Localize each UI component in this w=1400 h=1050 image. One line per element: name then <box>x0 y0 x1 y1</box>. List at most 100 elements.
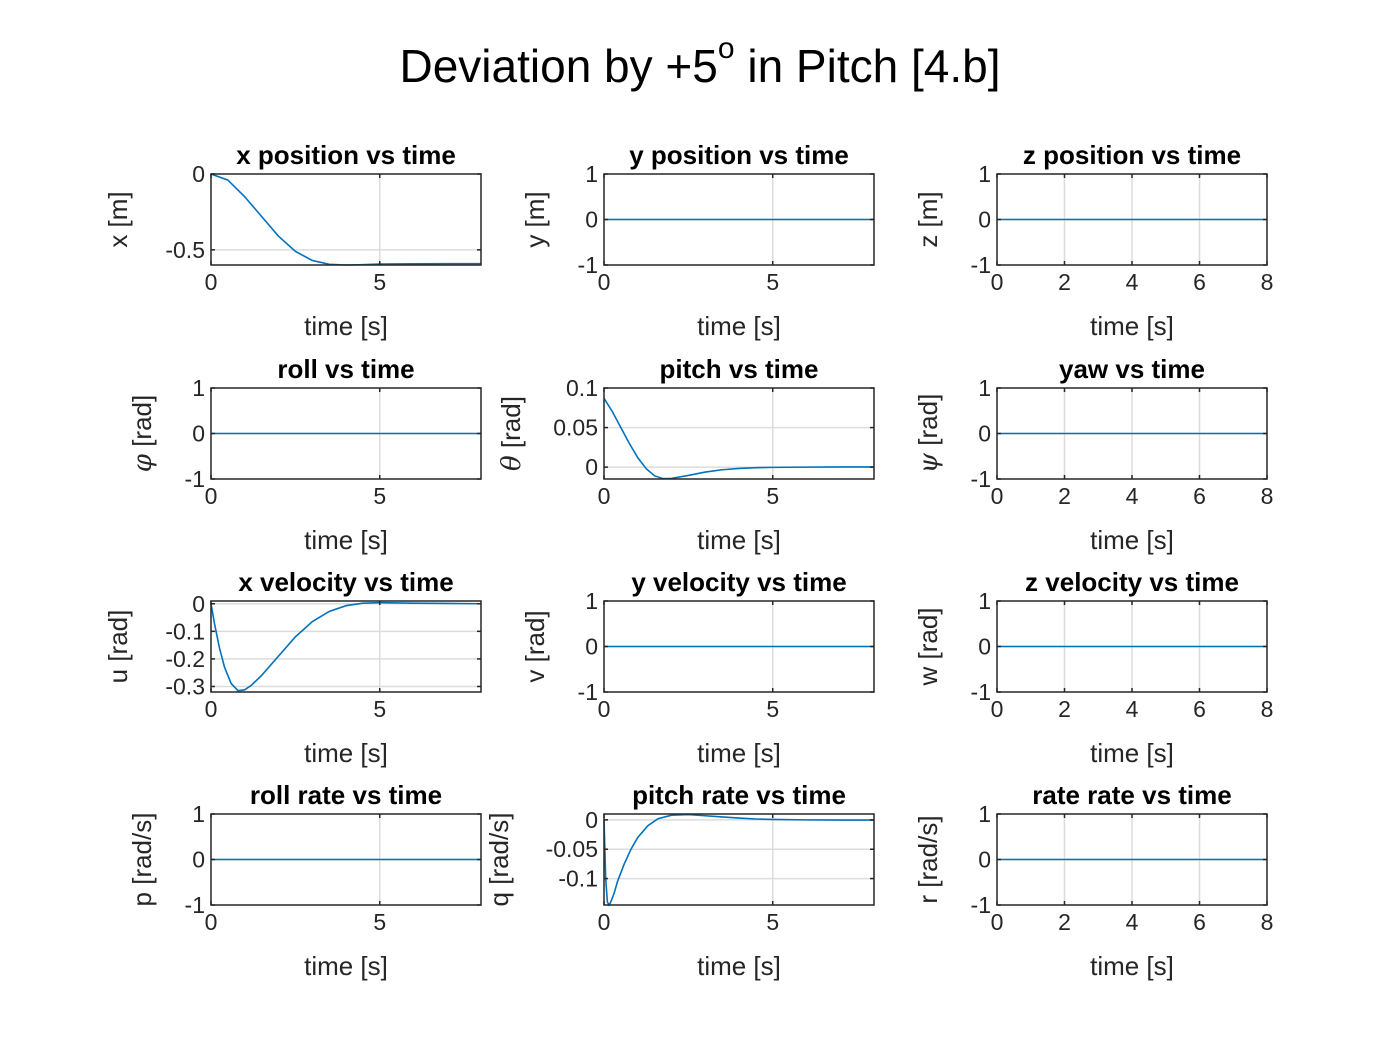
y-tick-label: -1 <box>971 679 991 705</box>
x-tick-label: 4 <box>1126 483 1139 509</box>
y-axis-label-text: [rad] <box>496 396 526 455</box>
y-axis-label-text: w [rad] <box>913 607 943 686</box>
subplot-title: y velocity vs time <box>631 567 846 597</box>
y-axis-label: q [rad/s] <box>484 813 514 907</box>
x-axis-label: time [s] <box>1090 951 1174 981</box>
x-tick-label: 0 <box>991 483 1004 509</box>
y-tick-label: 0 <box>585 207 598 233</box>
x-axis-label: time [s] <box>697 525 781 555</box>
subplot-11: 0 5 -0.1 -0.05 0 pitch rate vs time time [s] q … <box>484 780 875 981</box>
y-tick-label: 1 <box>978 588 991 614</box>
series-line <box>210 173 481 266</box>
series-line <box>603 813 874 907</box>
y-tick-label: 1 <box>192 375 205 401</box>
y-axis-label: p [rad/s] <box>127 813 157 907</box>
y-tick-label: -0.2 <box>165 646 205 672</box>
y-axis-label-text: [rad] <box>127 395 157 454</box>
y-tick-label: 1 <box>978 375 991 401</box>
x-tick-label: 8 <box>1261 696 1274 722</box>
x-tick-label: 0 <box>205 696 218 722</box>
x-tick-label: 8 <box>1261 483 1274 509</box>
y-axis-label: r [rad/s] <box>913 815 943 903</box>
y-tick-label: 1 <box>192 801 205 827</box>
y-tick-label: -0.1 <box>165 618 205 644</box>
x-axis-label: time [s] <box>1090 525 1174 555</box>
y-tick-label: -0.5 <box>165 237 205 263</box>
y-tick-label: -1 <box>971 466 991 492</box>
x-tick-label: 5 <box>766 909 779 935</box>
subplot-title: pitch vs time <box>660 354 819 384</box>
y-tick-label: -1 <box>971 252 991 278</box>
x-tick-label: 0 <box>205 483 218 509</box>
x-tick-label: 5 <box>373 909 386 935</box>
y-axis-label-text: q [rad/s] <box>484 813 514 907</box>
y-axis-label-text: p [rad/s] <box>127 813 157 907</box>
plot-area <box>211 601 481 692</box>
figure-title-rest: in Pitch [4.b] <box>735 40 1001 92</box>
subplot-title: y position vs time <box>629 140 849 170</box>
x-tick-label: 5 <box>766 696 779 722</box>
y-tick-label: 1 <box>585 588 598 614</box>
y-axis-label: z [m] <box>913 191 943 247</box>
y-axis-label-symbol: φ <box>128 453 158 472</box>
x-axis-label: time [s] <box>304 951 388 981</box>
x-tick-label: 5 <box>766 269 779 295</box>
x-tick-label: 0 <box>205 909 218 935</box>
x-axis-label: time [s] <box>304 311 388 341</box>
y-tick-label: 0 <box>978 421 991 447</box>
x-tick-label: 5 <box>766 483 779 509</box>
subplot-title: x position vs time <box>236 140 456 170</box>
x-tick-label: 5 <box>373 483 386 509</box>
x-tick-label: 2 <box>1058 483 1071 509</box>
x-tick-label: 6 <box>1193 696 1206 722</box>
x-tick-label: 4 <box>1126 696 1139 722</box>
x-axis-label: time [s] <box>697 311 781 341</box>
y-axis-label-text: y [m] <box>520 191 550 247</box>
y-tick-label: 0.1 <box>566 375 598 401</box>
y-tick-label: 0 <box>585 807 598 833</box>
y-axis-label: w [rad] <box>913 607 943 686</box>
y-tick-label: -0.1 <box>558 866 598 892</box>
y-axis-label-symbol: θ <box>497 455 527 471</box>
x-tick-label: 4 <box>1126 269 1139 295</box>
y-tick-label: 1 <box>978 801 991 827</box>
subplot-title: yaw vs time <box>1059 354 1205 384</box>
x-tick-label: 0 <box>598 483 611 509</box>
x-tick-label: 2 <box>1058 269 1071 295</box>
x-axis-label: time [s] <box>1090 738 1174 768</box>
axes-box <box>210 173 482 266</box>
subplot-5: 0 5 0 0.05 0.1 pitch vs time time [s] θ [rad] <box>496 354 875 555</box>
axes-box <box>603 813 875 906</box>
axes-box <box>603 387 875 480</box>
x-tick-label: 0 <box>991 696 1004 722</box>
x-tick-label: 6 <box>1193 909 1206 935</box>
x-tick-label: 2 <box>1058 909 1071 935</box>
y-tick-label: 1 <box>585 161 598 187</box>
x-tick-label: 2 <box>1058 696 1071 722</box>
y-tick-label: 0 <box>585 454 598 480</box>
axes-box <box>210 600 482 693</box>
x-tick-label: 6 <box>1193 269 1206 295</box>
y-axis-label-text: u [rad] <box>103 610 133 684</box>
figure-title-superscript: o <box>718 32 735 65</box>
y-tick-label: -0.05 <box>546 836 598 862</box>
x-tick-label: 6 <box>1193 483 1206 509</box>
x-tick-label: 8 <box>1261 269 1274 295</box>
y-axis-label: θ [rad] <box>496 396 527 471</box>
subplot-title: roll rate vs time <box>250 780 442 810</box>
y-tick-label: -1 <box>578 252 598 278</box>
x-tick-label: 0 <box>598 696 611 722</box>
y-axis-label: u [rad] <box>103 610 133 684</box>
y-tick-label: 0 <box>192 591 205 617</box>
plot-area <box>604 814 874 905</box>
